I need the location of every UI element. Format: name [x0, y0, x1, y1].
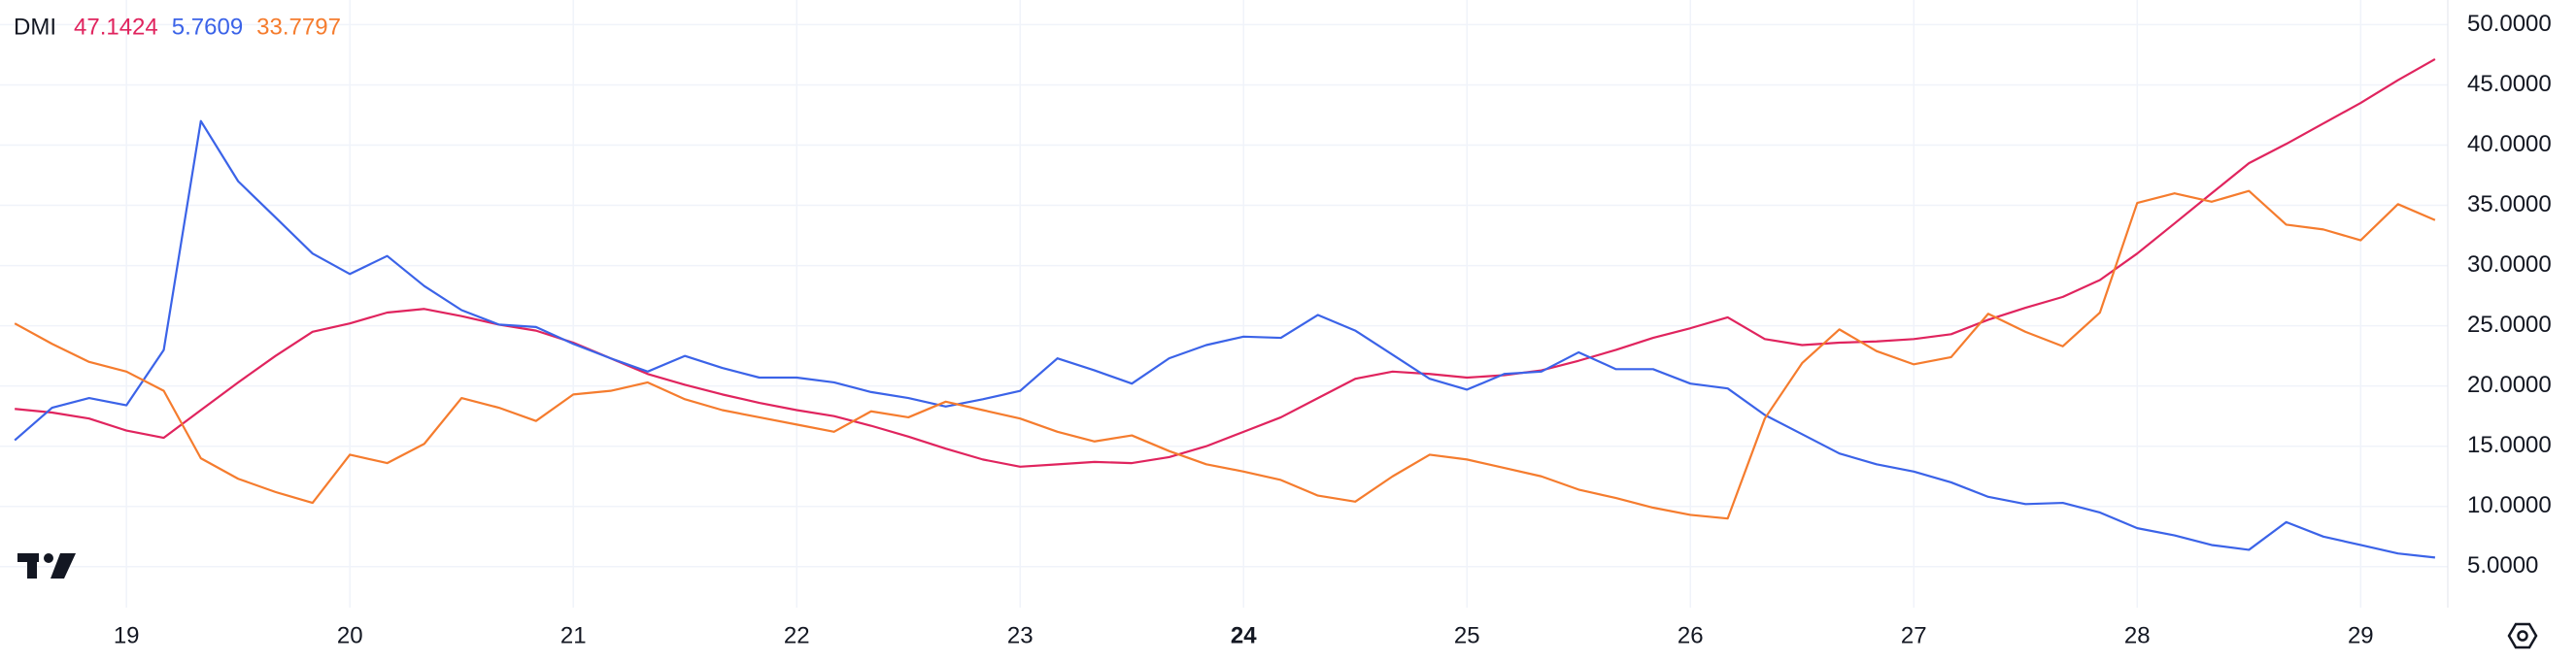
- logo: [17, 553, 76, 579]
- settings-center[interactable]: [2517, 630, 2528, 642]
- x-tick-label: 20: [337, 622, 363, 648]
- series-line: [14, 119, 2436, 559]
- x-tick-label: 27: [1901, 622, 1927, 648]
- y-tick-label: 50.0000: [2467, 11, 2552, 37]
- legend-value: 33.7797: [256, 14, 341, 40]
- x-tick-label: 28: [2124, 622, 2151, 648]
- x-tick-label: 29: [2348, 622, 2374, 648]
- logo-dot: [44, 553, 53, 563]
- y-tick-label: 40.0000: [2467, 131, 2552, 157]
- y-tick-label: 35.0000: [2467, 191, 2552, 217]
- y-tick-label: 5.0000: [2467, 552, 2538, 579]
- grid: [0, 0, 2449, 608]
- x-tick-label: 22: [784, 622, 810, 648]
- x-tick-label: 23: [1007, 622, 1034, 648]
- indicator-title: DMI: [14, 14, 56, 40]
- y-tick-label: 20.0000: [2467, 372, 2552, 398]
- series-line: [15, 57, 2436, 468]
- plot: [14, 57, 2436, 559]
- logo-stem: [27, 553, 37, 579]
- y-tick-label: 25.0000: [2467, 312, 2552, 338]
- settings-icon[interactable]: [2507, 622, 2538, 649]
- x-tick-label: 24: [1231, 622, 1257, 648]
- x-tick-label: 19: [114, 622, 140, 648]
- x-tick-label: 21: [560, 622, 587, 648]
- legend-value: 47.1424: [74, 14, 158, 40]
- x-tick-label: 25: [1454, 622, 1480, 648]
- legend-value: 5.7609: [172, 14, 243, 40]
- logo-slash: [51, 553, 76, 579]
- y-tick-label: 15.0000: [2467, 432, 2552, 458]
- y-tick-label: 30.0000: [2467, 251, 2552, 278]
- settings-outline[interactable]: [2507, 622, 2538, 649]
- y-tick-label: 10.0000: [2467, 492, 2552, 518]
- y-tick-label: 45.0000: [2467, 71, 2552, 97]
- x-tick-label: 26: [1678, 622, 1704, 648]
- series-line: [14, 189, 2436, 520]
